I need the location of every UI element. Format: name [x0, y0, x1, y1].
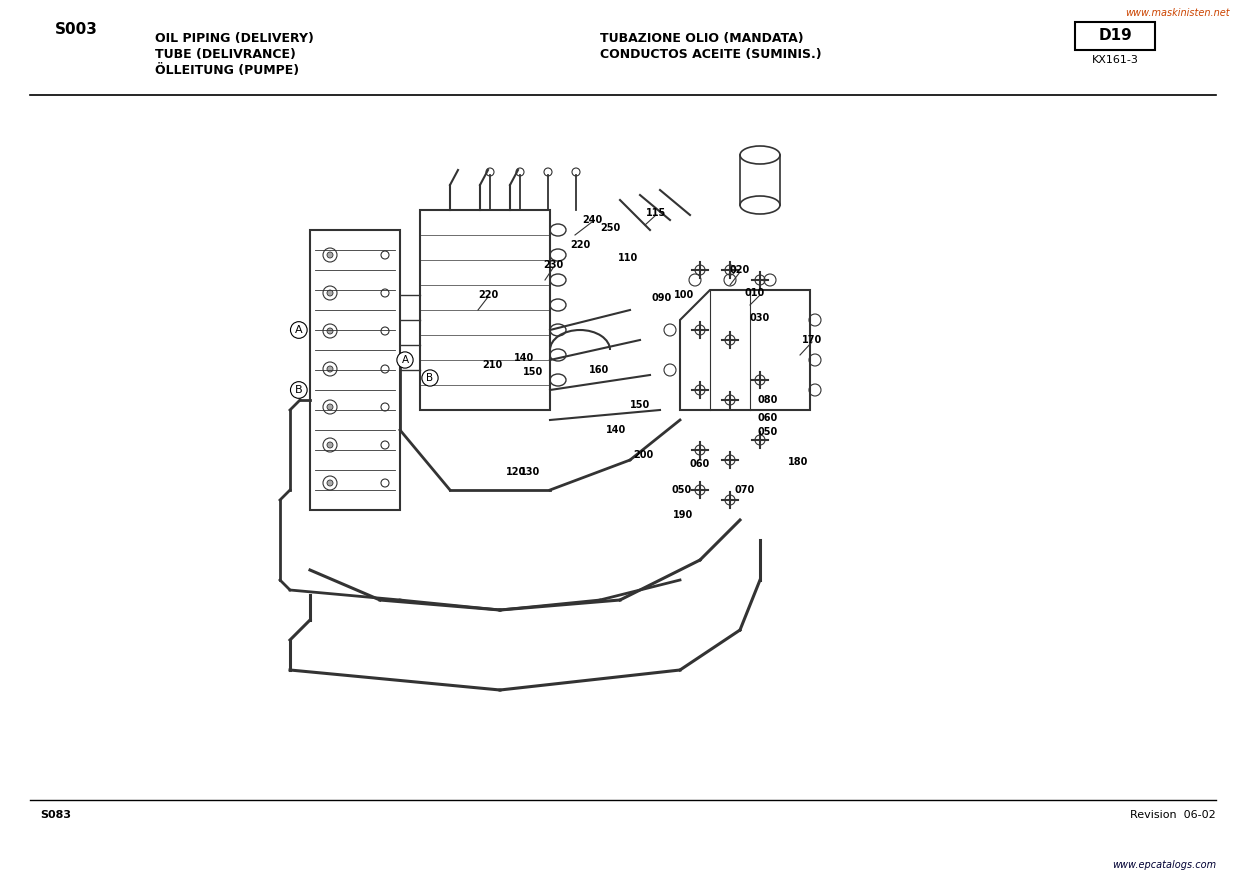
Circle shape: [326, 404, 333, 410]
Text: S083: S083: [40, 810, 71, 820]
Text: 115: 115: [645, 208, 667, 218]
Text: 120: 120: [506, 467, 526, 477]
Circle shape: [326, 290, 333, 296]
Text: 110: 110: [618, 253, 638, 263]
Circle shape: [326, 480, 333, 486]
Text: 150: 150: [630, 400, 650, 410]
Text: 220: 220: [569, 240, 591, 250]
Circle shape: [326, 328, 333, 334]
Circle shape: [326, 366, 333, 372]
Text: 190: 190: [673, 510, 693, 520]
Text: TUBE (DELIVRANCE): TUBE (DELIVRANCE): [155, 48, 295, 61]
Text: 230: 230: [543, 260, 563, 270]
Text: 020: 020: [730, 265, 750, 275]
Text: 010: 010: [745, 288, 765, 298]
Text: A: A: [401, 355, 409, 365]
Bar: [420, 210, 549, 410]
Text: www.epcatalogs.com: www.epcatalogs.com: [1111, 860, 1216, 870]
Text: A: A: [295, 325, 303, 335]
Text: 060: 060: [758, 413, 778, 423]
Text: 150: 150: [523, 367, 543, 377]
Text: CONDUCTOS ACEITE (SUMINIS.): CONDUCTOS ACEITE (SUMINIS.): [601, 48, 821, 61]
Text: www.maskinisten.net: www.maskinisten.net: [1125, 8, 1230, 18]
Text: ÖLLEITUNG (PUMPE): ÖLLEITUNG (PUMPE): [155, 64, 299, 77]
Bar: [1075, 22, 1155, 50]
Text: 050: 050: [758, 427, 778, 437]
Text: 200: 200: [633, 450, 653, 460]
Text: 160: 160: [589, 365, 609, 375]
Text: KX161-3: KX161-3: [1091, 55, 1139, 65]
Text: 240: 240: [582, 215, 602, 225]
Circle shape: [326, 442, 333, 448]
Text: TUBAZIONE OLIO (MANDATA): TUBAZIONE OLIO (MANDATA): [601, 32, 804, 45]
Text: 070: 070: [735, 485, 755, 495]
Text: OIL PIPING (DELIVERY): OIL PIPING (DELIVERY): [155, 32, 314, 45]
Text: 170: 170: [802, 335, 822, 345]
Text: 250: 250: [599, 223, 621, 233]
Text: 210: 210: [482, 360, 502, 370]
Text: 140: 140: [606, 425, 627, 435]
Text: 100: 100: [674, 290, 694, 300]
Bar: [310, 230, 400, 510]
Text: B: B: [426, 373, 434, 383]
Text: 080: 080: [758, 395, 779, 405]
Text: Revision  06-02: Revision 06-02: [1130, 810, 1216, 820]
Text: 030: 030: [750, 313, 770, 323]
Text: 140: 140: [513, 353, 535, 363]
Text: 090: 090: [652, 293, 672, 303]
Text: D19: D19: [1098, 28, 1131, 43]
Text: 050: 050: [672, 485, 692, 495]
Text: 060: 060: [690, 459, 710, 469]
Circle shape: [326, 252, 333, 258]
Text: S003: S003: [55, 22, 98, 37]
Text: B: B: [295, 385, 303, 395]
Text: 130: 130: [520, 467, 540, 477]
Text: 220: 220: [478, 290, 498, 300]
Text: 180: 180: [787, 457, 809, 467]
